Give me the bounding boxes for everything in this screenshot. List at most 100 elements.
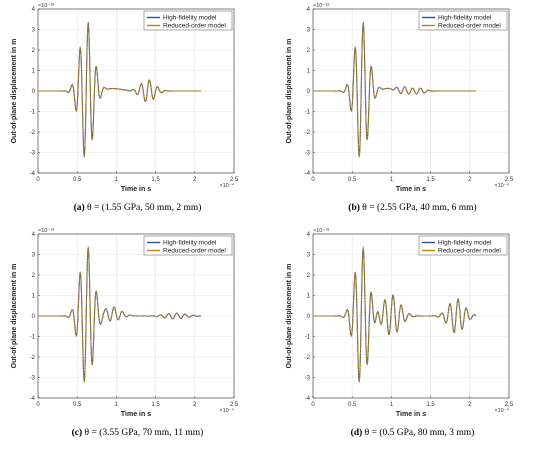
- y-tick-label: 3: [32, 253, 36, 259]
- x-tick-label: 1: [115, 402, 119, 408]
- x-tick-label: 0: [311, 402, 315, 408]
- y-multiplier: ×10⁻¹⁸: [38, 227, 54, 234]
- x-tick-label: 2.5: [230, 402, 239, 408]
- x-axis-label: Time in s: [396, 411, 426, 418]
- y-axis-label: Out-of-plane displacement in m: [11, 39, 18, 144]
- y-tick-label: 2: [307, 48, 311, 54]
- x-tick-label: 1.5: [426, 402, 435, 408]
- x-tick-label: 0.5: [348, 177, 357, 183]
- legend-entry: High-fidelity model: [163, 15, 217, 22]
- y-tick-label: -1: [305, 335, 311, 341]
- y-tick-label: 0: [307, 314, 311, 320]
- y-tick-label: 4: [32, 232, 36, 238]
- x-tick-label: 2: [468, 177, 472, 183]
- x-tick-label: 0.5: [348, 402, 357, 408]
- x-tick-label: 1: [390, 177, 394, 183]
- y-tick-label: 2: [32, 273, 36, 279]
- y-tick-label: -3: [30, 376, 36, 382]
- x-tick-label: 0: [311, 177, 315, 183]
- y-tick-label: -4: [30, 171, 36, 177]
- caption-b: (b) θ = (2.55 GPa, 40 mm, 6 mm): [348, 203, 477, 213]
- y-tick-label: 2: [32, 48, 36, 54]
- legend-entry: Reduced-order model: [438, 23, 501, 30]
- y-tick-label: -3: [30, 151, 36, 157]
- legend-entry: High-fidelity model: [438, 240, 492, 247]
- subplot-d: 0 0.5 1 1.5 2 2.5 -4 -3 -2 -1 0 1 2 3 4 ×10⁻¹⁸ ×10⁻⁴ Time…: [275, 225, 550, 449]
- y-multiplier: ×10⁻¹⁸: [38, 2, 54, 9]
- caption-d: (d) θ = (0.5 GPa, 80 mm, 3 mm): [350, 428, 475, 438]
- legend-box: [143, 10, 233, 31]
- x-tick-label: 0.5: [73, 402, 82, 408]
- x-tick-label: 2.5: [230, 177, 239, 183]
- y-tick-label: 1: [32, 294, 36, 300]
- x-tick-label: 2.5: [505, 177, 514, 183]
- x-multiplier: ×10⁻⁴: [494, 407, 509, 414]
- caption-c: (c) θ = (3.55 GPa, 70 mm, 11 mm): [71, 428, 204, 438]
- x-multiplier: ×10⁻⁴: [219, 182, 234, 189]
- y-tick-label: -2: [30, 355, 36, 361]
- y-tick-label: 1: [307, 69, 311, 75]
- caption-a: (a) θ = (1.55 GPa, 50 mm, 2 mm): [73, 203, 202, 213]
- y-tick-label: 4: [307, 232, 311, 238]
- legend-box: [418, 10, 508, 31]
- y-tick-label: 4: [32, 7, 36, 13]
- x-tick-label: 1.5: [151, 177, 160, 183]
- subplot-a: 0 0.5 1 1.5 2 2.5 -4 -3 -2 -1 0 1 2 3 4 ×10⁻¹⁸ ×10⁻⁴ Time…: [0, 0, 275, 224]
- y-tick-label: 0: [307, 89, 311, 95]
- y-tick-label: 1: [32, 69, 36, 75]
- x-tick-label: 1.5: [426, 177, 435, 183]
- y-tick-label: -3: [305, 151, 311, 157]
- chart-a: 0 0.5 1 1.5 2 2.5 -4 -3 -2 -1 0 1 2 3 4×10⁻¹⁸ ×10⁻⁴ Time…: [11, 2, 239, 193]
- y-multiplier: ×10⁻¹⁸: [313, 2, 329, 9]
- y-tick-label: 0: [32, 89, 36, 95]
- legend-entry: Reduced-order model: [438, 248, 501, 255]
- x-axis-label: Time in s: [396, 186, 426, 193]
- x-multiplier: ×10⁻⁴: [494, 182, 509, 189]
- y-tick-label: -1: [30, 110, 36, 116]
- x-axis-label: Time in s: [121, 411, 151, 418]
- x-tick-label: 1: [390, 402, 394, 408]
- y-tick-label: -4: [305, 171, 311, 177]
- x-tick-label: 0: [36, 402, 40, 408]
- y-multiplier: ×10⁻¹⁸: [313, 227, 329, 234]
- x-tick-label: 0.5: [73, 177, 82, 183]
- x-tick-label: 2.5: [505, 402, 514, 408]
- x-tick-label: 1: [115, 177, 119, 183]
- series-line-reduced-order: [313, 21, 477, 158]
- y-tick-label: -1: [30, 335, 36, 341]
- legend-entry: Reduced-order model: [163, 248, 226, 255]
- legend-entry: High-fidelity model: [438, 15, 492, 22]
- y-tick-label: -3: [305, 376, 311, 382]
- x-tick-label: 2: [468, 402, 472, 408]
- y-tick-label: 3: [307, 28, 311, 34]
- y-tick-label: -2: [30, 130, 36, 136]
- chart-d: 0 0.5 1 1.5 2 2.5 -4 -3 -2 -1 0 1 2 3 4×10⁻¹⁸ ×10⁻⁴ Time…: [286, 227, 514, 418]
- chart-c: 0 0.5 1 1.5 2 2.5 -4 -3 -2 -1 0 1 2 3 4×10⁻¹⁸ ×10⁻⁴ Time…: [11, 227, 239, 418]
- legend-box: [418, 235, 508, 256]
- legend-entry: High-fidelity model: [163, 240, 217, 247]
- y-tick-label: -4: [30, 396, 36, 402]
- y-tick-label: 3: [32, 28, 36, 34]
- y-tick-label: 1: [307, 294, 311, 300]
- series-line-reduced-order: [38, 246, 202, 383]
- subplot-b: 0 0.5 1 1.5 2 2.5 -4 -3 -2 -1 0 1 2 3 4 ×10⁻¹⁸ ×10⁻⁴ Time…: [275, 0, 550, 224]
- legend-entry: Reduced-order model: [163, 23, 226, 30]
- y-axis-label: Out-of-plane displacement in m: [286, 264, 293, 369]
- y-tick-label: -4: [305, 396, 311, 402]
- y-tick-label: -2: [305, 355, 311, 361]
- x-tick-label: 1.5: [151, 402, 160, 408]
- y-tick-label: 3: [307, 253, 311, 259]
- y-tick-label: -1: [305, 110, 311, 116]
- chart-b: 0 0.5 1 1.5 2 2.5 -4 -3 -2 -1 0 1 2 3 4×10⁻¹⁸ ×10⁻⁴ Time…: [286, 2, 514, 193]
- y-tick-label: 4: [307, 7, 311, 13]
- x-tick-label: 0: [36, 177, 40, 183]
- series-line-reduced-order: [38, 21, 202, 158]
- x-axis-label: Time in s: [121, 186, 151, 193]
- x-tick-label: 2: [193, 177, 197, 183]
- series-line-reduced-order: [313, 246, 477, 383]
- y-tick-label: 0: [32, 314, 36, 320]
- legend-box: [143, 235, 233, 256]
